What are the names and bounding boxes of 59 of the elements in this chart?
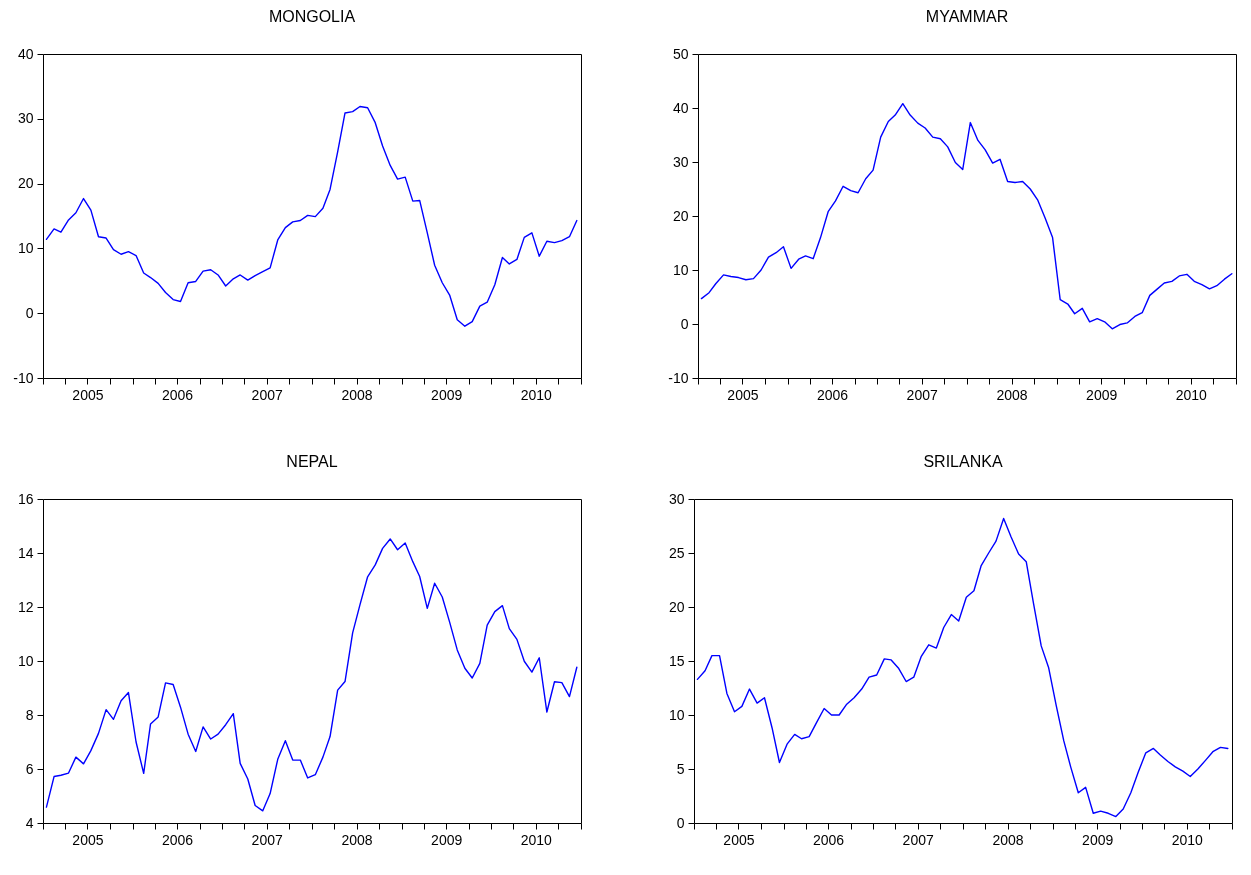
- y-tick-label: 14: [17, 544, 34, 561]
- x-tick-label: 2006: [161, 386, 194, 403]
- y-tick-label: 30: [17, 110, 34, 127]
- y-tick-label: 20: [17, 175, 34, 192]
- x-tick-label: 2010: [1171, 831, 1204, 848]
- y-tick-label: 0: [25, 304, 34, 321]
- x-tick-label: 2008: [992, 831, 1024, 848]
- y-tick-label: 40: [17, 45, 34, 62]
- y-tick-label: 8: [25, 706, 34, 723]
- x-tick-label: 2010: [1175, 386, 1208, 403]
- y-tick-label: 10: [17, 239, 34, 256]
- y-tick-label: 12: [17, 598, 34, 615]
- line-series: [45, 105, 578, 327]
- y-tick-label: 25: [668, 544, 685, 561]
- y-tick-label: 15: [668, 652, 685, 669]
- x-tick-label: 2006: [812, 831, 845, 848]
- x-tick-label: 2008: [341, 831, 373, 848]
- chart-title: MONGOLIA: [268, 8, 356, 25]
- y-tick-label: 30: [668, 490, 685, 507]
- y-tick-label: 40: [672, 99, 689, 116]
- x-tick-label: 2005: [727, 386, 759, 403]
- y-tick-label: 10: [17, 652, 34, 669]
- y-tick-label: -10: [668, 369, 689, 386]
- y-tick-label: 20: [668, 598, 685, 615]
- y-tick-label: 10: [672, 261, 689, 278]
- chart-title: MYAMMAR: [925, 8, 1009, 25]
- x-tick-label: 2007: [251, 386, 283, 403]
- chart-title: SRILANKA: [923, 453, 1003, 470]
- x-tick-label: 2007: [251, 831, 283, 848]
- y-tick-label: 6: [25, 760, 34, 777]
- x-tick-label: 2006: [816, 386, 849, 403]
- y-tick-label: 30: [672, 153, 689, 170]
- x-tick-label: 2005: [72, 831, 104, 848]
- x-tick-label: 2010: [520, 831, 553, 848]
- y-tick-label: 5: [676, 760, 685, 777]
- line-series: [696, 517, 1229, 818]
- y-tick-label: 16: [17, 490, 34, 507]
- y-tick-label: 50: [672, 45, 689, 62]
- line-series: [45, 538, 578, 812]
- line-series: [700, 102, 1233, 330]
- x-tick-label: 2005: [72, 386, 104, 403]
- y-tick-label: 0: [680, 315, 689, 332]
- y-tick-label: 20: [672, 207, 689, 224]
- y-tick-label: -10: [13, 369, 34, 386]
- x-tick-label: 2005: [723, 831, 755, 848]
- x-tick-label: 2007: [902, 831, 934, 848]
- y-tick-label: 0: [676, 814, 685, 831]
- y-tick-label: 4: [25, 814, 34, 831]
- x-tick-label: 2009: [1082, 831, 1114, 848]
- y-tick-label: 10: [668, 706, 685, 723]
- x-tick-label: 2009: [431, 831, 463, 848]
- x-tick-label: 2008: [341, 386, 373, 403]
- x-tick-label: 2008: [996, 386, 1028, 403]
- x-tick-label: 2007: [906, 386, 938, 403]
- x-tick-label: 2009: [431, 386, 463, 403]
- x-tick-label: 2006: [161, 831, 194, 848]
- x-tick-label: 2009: [1086, 386, 1118, 403]
- chart-title: NEPAL: [286, 453, 338, 470]
- x-tick-label: 2010: [520, 386, 553, 403]
